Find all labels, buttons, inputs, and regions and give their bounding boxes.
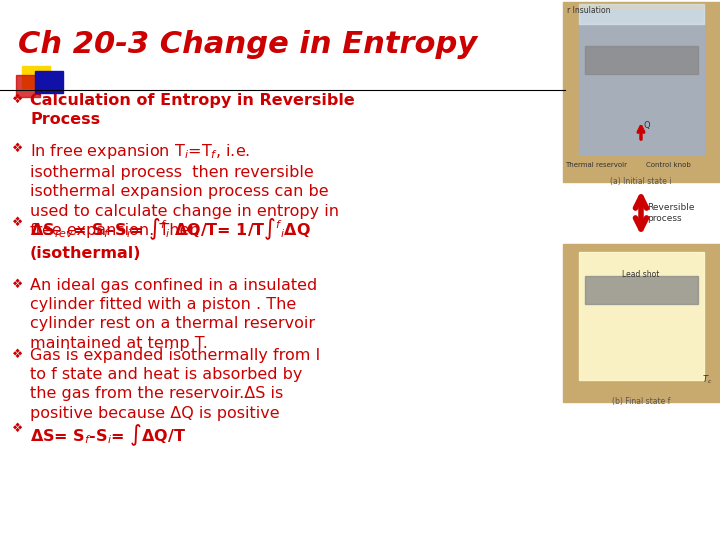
Text: An ideal gas confined in a insulated
cylinder fitted with a piston . The
cylinde: An ideal gas confined in a insulated cyl… (30, 278, 318, 350)
Bar (35, 71, 63, 93)
Text: Lead shot: Lead shot (622, 270, 660, 279)
Text: ❖: ❖ (12, 93, 23, 106)
Text: ❖: ❖ (12, 278, 23, 291)
Bar (22, 66, 50, 88)
Bar (585, 276, 698, 304)
Text: Gas is expanded isothermally from I
to f state and heat is absorbed by
the gas f: Gas is expanded isothermally from I to f… (30, 348, 320, 421)
Text: Control knob: Control knob (646, 162, 690, 168)
Text: ❖: ❖ (12, 216, 23, 229)
Bar (563, 2, 720, 182)
Text: (a) Initial state i: (a) Initial state i (611, 177, 672, 186)
Bar (563, 244, 720, 402)
Text: Ch 20-3 Change in Entropy: Ch 20-3 Change in Entropy (18, 30, 477, 59)
Bar (579, 10, 704, 154)
Text: ❖: ❖ (12, 348, 23, 361)
Bar (16, 75, 40, 97)
Text: Thermal reservoir: Thermal reservoir (565, 162, 627, 168)
Text: $T_c$: $T_c$ (702, 374, 712, 386)
Text: In free expansion T$_i$=T$_f$, i.e.
isothermal process  then reversible
isotherm: In free expansion T$_i$=T$_f$, i.e. isot… (30, 142, 339, 238)
Text: ΔS= S$_f$-S$_i$= ∫ΔQ/T: ΔS= S$_f$-S$_i$= ∫ΔQ/T (30, 422, 186, 448)
Text: ❖: ❖ (12, 142, 23, 155)
Text: ❖: ❖ (12, 422, 23, 435)
Bar (579, 4, 704, 24)
Text: r Insulation: r Insulation (567, 6, 611, 15)
Bar (585, 46, 698, 74)
Text: Reversible
process: Reversible process (647, 203, 695, 223)
Text: Q: Q (644, 121, 651, 130)
Bar (579, 252, 704, 380)
Text: (b) Final state f: (b) Final state f (612, 397, 670, 406)
Text: ΔS$_{rev}$= S$_f$-S$_i$= ∫$^f$$_i$ ΔQ/T= 1/T∫$^f$$_i$ΔQ
(isothermal): ΔS$_{rev}$= S$_f$-S$_i$= ∫$^f$$_i$ ΔQ/T=… (30, 216, 311, 261)
Text: Calculation of Entropy in Reversible
Process: Calculation of Entropy in Reversible Pro… (30, 93, 355, 127)
